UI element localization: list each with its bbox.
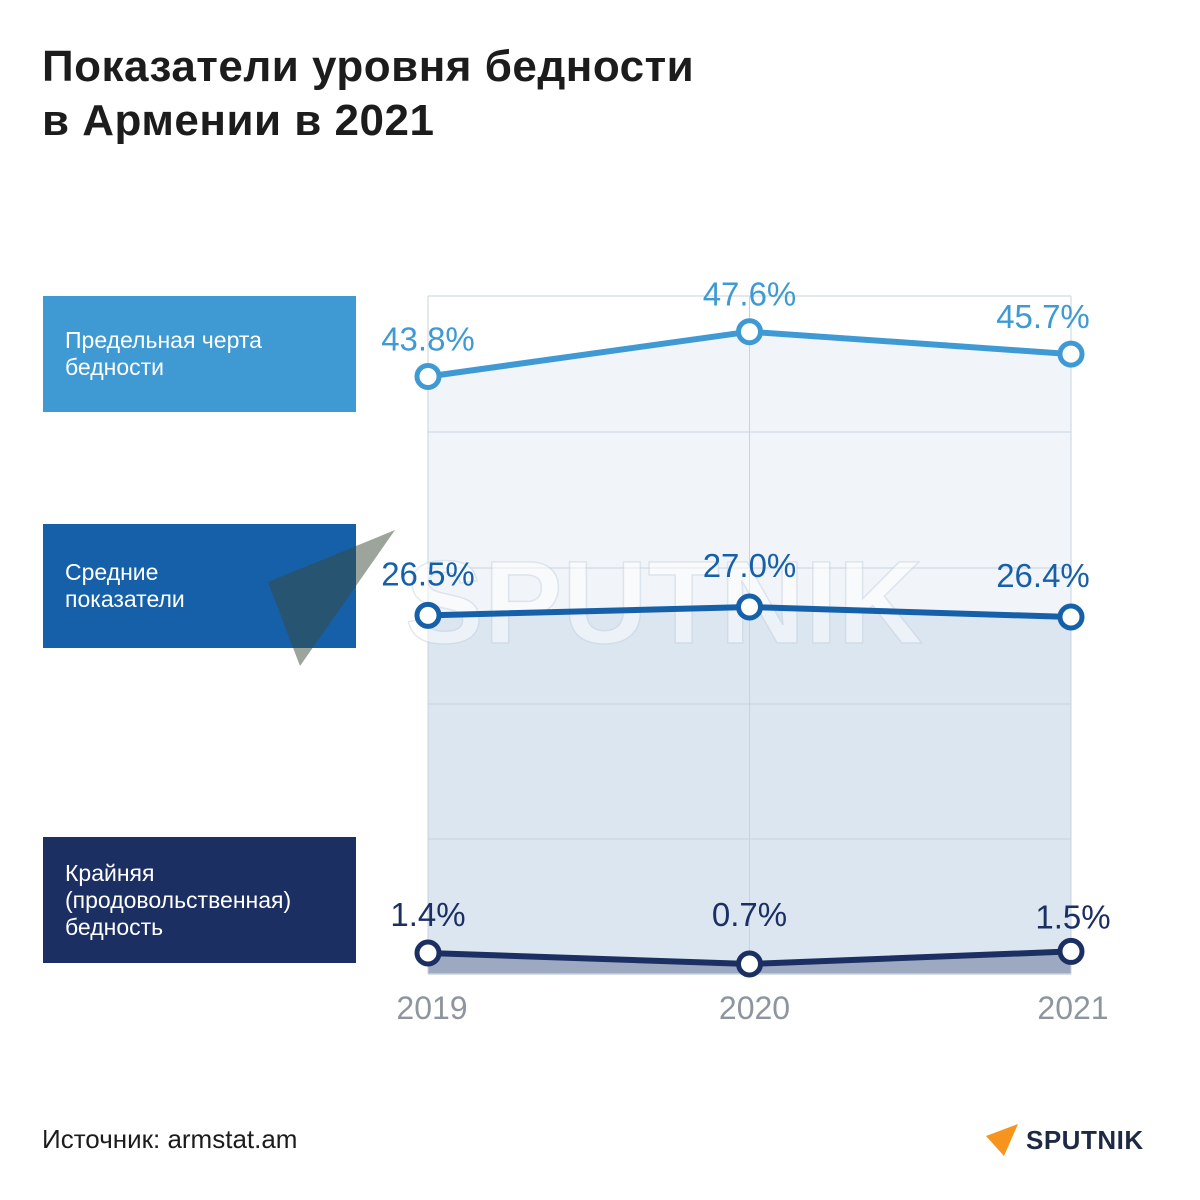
data-label: 45.7% <box>996 298 1090 335</box>
line-chart: SPUTNIK 43.8% 47.6% 45.7% 26.5% 27.0% 26.4% 1.4… <box>268 276 1111 1026</box>
legend-box-extreme-poverty: Крайняя (продовольственная) бедность <box>43 837 356 963</box>
legend-label-line: Предельная черта <box>65 327 262 353</box>
legend-label: Предельная черта бедности <box>65 327 262 381</box>
legend-label-line: бедности <box>65 354 164 380</box>
data-label: 26.4% <box>996 557 1090 594</box>
legend-label-line: Крайняя <box>65 859 155 886</box>
data-label: 26.5% <box>381 555 475 592</box>
area-fill <box>428 951 1071 974</box>
data-point <box>1057 340 1085 368</box>
chart-title: Показатели уровня бедности в Армении в 2… <box>42 40 694 148</box>
legend-label: Крайняя (продовольственная) бедность <box>65 860 291 941</box>
data-point <box>1057 603 1085 631</box>
data-point <box>736 950 763 978</box>
plot-area <box>427 295 1072 975</box>
data-label: 1.4% <box>390 896 465 933</box>
data-label: 1.5% <box>1035 898 1110 935</box>
legend-label-line: показатели <box>65 586 185 612</box>
watermark-logo-icon <box>268 530 395 666</box>
data-label: 0.7% <box>712 896 787 933</box>
x-tick-label: 2020 <box>719 990 790 1026</box>
title-line-2: в Армении в 2021 <box>42 96 435 145</box>
data-label: 47.6% <box>703 276 797 313</box>
source-note: Источник: armstat.am <box>42 1124 298 1154</box>
watermark-text: SPUTNIK <box>405 537 923 669</box>
legend-label-line: (продовольственная) <box>65 886 292 913</box>
legend-label: Средние показатели <box>65 559 185 613</box>
data-point <box>736 593 763 621</box>
legend-label-line: бедность <box>65 913 164 940</box>
x-tick-label: 2021 <box>1037 990 1108 1026</box>
legend-box-poverty-line: Предельная черта бедности <box>43 296 356 412</box>
x-tick-label: 2019 <box>396 990 467 1026</box>
data-point <box>736 318 763 346</box>
data-point <box>414 601 442 629</box>
legend-label-line: Средние <box>65 559 159 585</box>
title-line-1: Показатели уровня бедности <box>42 42 695 91</box>
data-point <box>414 939 442 967</box>
data-point <box>1057 937 1085 965</box>
data-label: 27.0% <box>703 547 797 584</box>
sputnik-logo-icon <box>986 1124 1018 1156</box>
brand-logo: SPUTNIK <box>984 1122 1144 1158</box>
brand-name: SPUTNIK <box>1026 1124 1144 1155</box>
data-point <box>414 362 442 390</box>
sputnik-watermark: SPUTNIK <box>268 530 924 670</box>
data-label: 43.8% <box>381 320 475 357</box>
